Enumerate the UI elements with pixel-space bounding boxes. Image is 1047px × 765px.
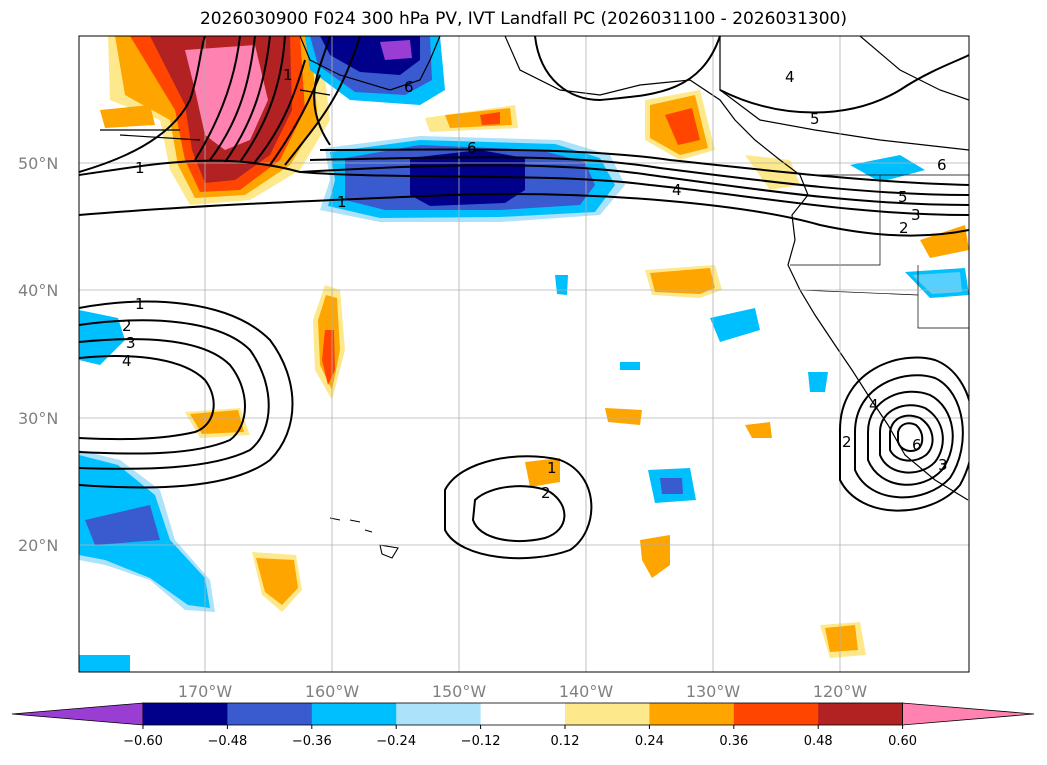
political-borders xyxy=(790,174,969,329)
colorbar-tick-label: −0.36 xyxy=(292,734,332,749)
latitude-labels: 50°N 40°N 30°N 20°N xyxy=(18,154,58,555)
gridlines xyxy=(79,36,969,672)
lon-label: 140°W xyxy=(559,682,614,701)
contour-label: 3 xyxy=(938,456,948,474)
colorbar-extend-high xyxy=(902,702,1035,726)
contour-label: 6 xyxy=(937,156,947,174)
lat-label: 50°N xyxy=(18,154,58,173)
contour-label: 6 xyxy=(404,78,414,96)
colorbar-segment xyxy=(565,703,650,725)
contour-label: 1 xyxy=(283,66,293,84)
colorbar-frame xyxy=(142,702,903,726)
colorbar-tick-label: 0.12 xyxy=(551,734,580,749)
lat-label: 40°N xyxy=(18,281,58,300)
colorbar-tick-label: 0.60 xyxy=(888,734,917,749)
hawaii-islands xyxy=(329,517,399,559)
pv-patch-coast-blue xyxy=(850,155,925,182)
colorbar-tick-label: −0.60 xyxy=(123,734,163,749)
colorbar-segment xyxy=(818,703,904,725)
lat-label: 30°N xyxy=(18,409,58,428)
contour-labels: 1 1 1 6 6 6 4 4 5 5 3 2 1 2 3 4 1 2 2 3 … xyxy=(122,66,948,502)
colorbar-tick-label: −0.48 xyxy=(207,734,247,749)
contour-label: 3 xyxy=(911,206,921,224)
contour-label: 1 xyxy=(135,295,145,313)
contour-label: 1 xyxy=(337,193,347,211)
colorbar-tick-label: 0.36 xyxy=(719,734,748,749)
contour-label: 6 xyxy=(467,139,477,157)
longitude-labels: 170°W 160°W 150°W 140°W 130°W 120°W xyxy=(178,682,868,701)
contour-label: 4 xyxy=(672,181,682,199)
contour-label: 4 xyxy=(869,396,879,414)
contour-label: 2 xyxy=(842,433,852,451)
coastlines xyxy=(100,36,969,501)
contour-label: 4 xyxy=(785,68,795,86)
lon-label: 130°W xyxy=(686,682,741,701)
colorbar-extend-low xyxy=(11,702,144,726)
pv-negative-sw xyxy=(79,310,215,672)
contour-label: 1 xyxy=(135,159,145,177)
contour-label: 3 xyxy=(126,334,136,352)
contour-label: 5 xyxy=(898,188,908,206)
colorbar-segment xyxy=(480,703,566,725)
lon-label: 120°W xyxy=(813,682,868,701)
pv-contours xyxy=(79,36,969,560)
colorbar-tick-label: 0.48 xyxy=(804,734,833,749)
contour-label: 2 xyxy=(122,317,132,335)
colorbar-segment xyxy=(733,703,819,725)
contour-label: 2 xyxy=(541,484,551,502)
contour-label: 5 xyxy=(810,110,820,128)
contour-label: 2 xyxy=(899,219,909,237)
lon-label: 150°W xyxy=(432,682,487,701)
lat-label: 20°N xyxy=(18,536,58,555)
contour-label: 6 xyxy=(912,436,922,454)
lon-label: 170°W xyxy=(178,682,233,701)
contour-label: 4 xyxy=(122,352,132,370)
colorbar-segment xyxy=(143,703,228,725)
colorbar-segment xyxy=(311,703,397,725)
pv-patch-a xyxy=(100,105,155,128)
lon-label: 160°W xyxy=(305,682,360,701)
colorbar-segment xyxy=(649,703,735,725)
colorbar-tick-label: −0.12 xyxy=(461,734,501,749)
colorbar xyxy=(11,702,1035,726)
map-title: 2026030900 F024 300 hPa PV, IVT Landfall… xyxy=(199,9,847,29)
colorbar-segment xyxy=(227,703,313,725)
colorbar-segment xyxy=(396,703,482,725)
colorbar-tick-label: −0.24 xyxy=(376,734,416,749)
contour-label: 1 xyxy=(547,459,557,477)
colorbar-tick-label: 0.24 xyxy=(635,734,664,749)
colorbar-labels: −0.60 −0.48 −0.36 −0.24 −0.12 0.12 0.24 0.36 0.4… xyxy=(123,725,917,749)
plot-frame xyxy=(78,35,970,673)
